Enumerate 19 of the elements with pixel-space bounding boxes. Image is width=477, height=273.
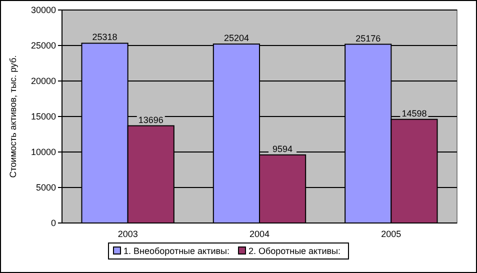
- legend-label: 2. Оборотные активы:: [248, 246, 340, 256]
- data-label: 13696: [138, 114, 164, 125]
- y-tick-label: 20000: [30, 76, 56, 86]
- data-label: 25204: [224, 33, 249, 44]
- y-tick-label: 10000: [30, 147, 56, 158]
- data-label: 9594: [272, 144, 293, 154]
- y-axis-title: Стоимость активов, тыс. руб.: [8, 55, 18, 178]
- x-tick-label: 2005: [381, 229, 402, 239]
- data-label: 14598: [402, 108, 427, 118]
- y-tick-label: 15000: [30, 112, 56, 122]
- y-tick-label: 0: [50, 218, 56, 228]
- y-tick-label: 30000: [30, 5, 56, 16]
- data-label: 25176: [356, 33, 381, 44]
- y-tick-label: 5000: [36, 182, 56, 193]
- legend-label: 1. Внеоборотные активы:: [124, 246, 230, 256]
- x-tick-label: 2003: [118, 229, 138, 239]
- y-tick-label: 25000: [30, 40, 56, 51]
- x-tick-label: 2004: [249, 229, 270, 239]
- data-label: 25318: [92, 32, 118, 42]
